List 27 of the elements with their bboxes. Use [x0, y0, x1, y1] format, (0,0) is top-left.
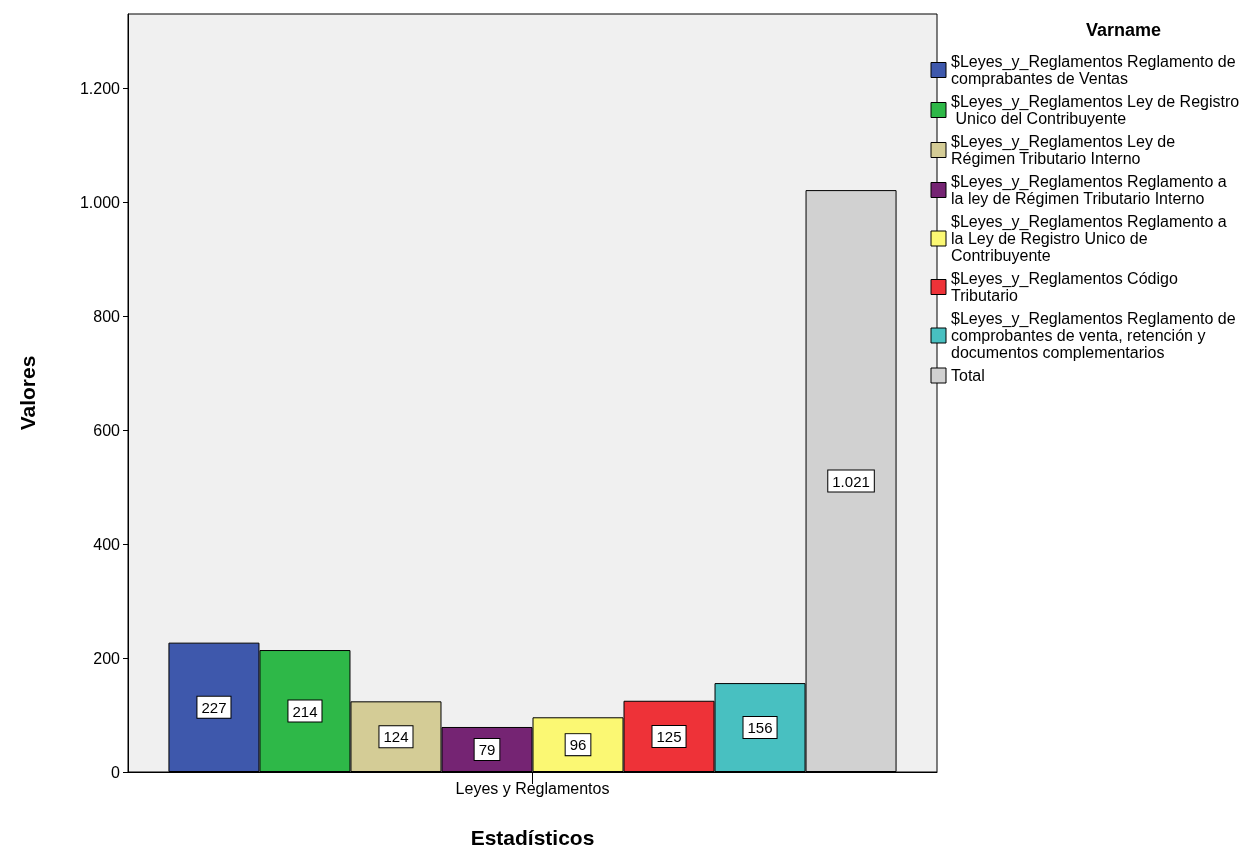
x-axis-title: Estadísticos	[470, 826, 595, 849]
legend-title: Varname	[1085, 20, 1162, 40]
y-tick-label: 1.200	[79, 79, 121, 97]
data-label: 227	[201, 698, 227, 716]
data-label: 1.021	[832, 472, 870, 490]
legend-label: $Leyes_y_Reglamentos Ley de Registro Unico del Contribuyente	[951, 93, 1240, 127]
data-label: 79	[478, 740, 496, 758]
y-tick-label: 600	[93, 421, 121, 439]
legend-label: Total	[951, 367, 985, 384]
y-tick-label: 800	[93, 307, 121, 325]
y-tick-label: 1.000	[79, 193, 121, 211]
x-tick-label: Leyes y Reglamentos	[455, 779, 610, 797]
legend-label: $Leyes_y_Reglamentos Reglamento de comprabantes de Ventas	[951, 53, 1241, 87]
data-label: 214	[292, 702, 318, 720]
y-tick-label: 0	[111, 763, 121, 781]
data-label: 96	[569, 736, 587, 754]
legend-label: $Leyes_y_Reglamentos Código Tributario	[951, 270, 1183, 304]
y-axis-title: Valores	[16, 355, 39, 431]
y-tick-label: 200	[93, 649, 121, 667]
legend-label: $Leyes_y_Reglamentos Reglamento a la ley de Régimen Tributario Interno	[951, 173, 1232, 207]
legend-label: $Leyes_y_Reglamentos Reglamento de comprobantes de venta, retención y documentos complementarios	[951, 310, 1241, 361]
data-label: 125	[656, 727, 682, 745]
data-label: 156	[747, 719, 773, 737]
data-label: 124	[383, 728, 409, 746]
y-tick-label: 400	[93, 535, 121, 553]
legend-label: $Leyes_y_Reglamentos Ley de Régimen Tributario Interno	[951, 133, 1180, 167]
legend-label: $Leyes_y_Reglamentos Reglamento a la Ley de Registro Unico de Contribuyente	[951, 213, 1232, 264]
